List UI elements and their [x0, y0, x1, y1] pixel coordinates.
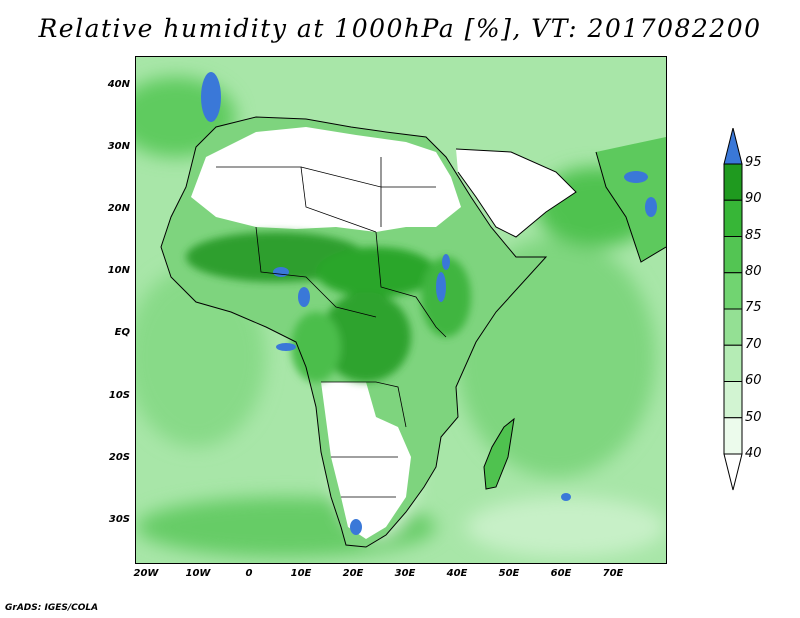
colorbar — [723, 128, 743, 491]
colorbar-label-85: 85 — [745, 228, 762, 243]
humidity-map — [135, 56, 667, 564]
colorbar-box-70 — [723, 344, 743, 382]
lat-label-20s: 20S — [108, 452, 130, 463]
southern-africa-dry-area — [321, 382, 411, 539]
colorbar-label-60: 60 — [745, 373, 762, 388]
humidity-field-svg — [136, 57, 666, 563]
colorbar-box-60 — [723, 381, 743, 419]
colorbar-box-90 — [723, 199, 743, 237]
colorbar-box-50 — [723, 417, 743, 455]
colorbar-boxes — [723, 163, 743, 455]
sahara-dry-area — [191, 127, 461, 232]
lon-label-30e: 30E — [394, 568, 416, 579]
colorbar-label-75: 75 — [745, 300, 762, 315]
lat-label-30n: 30N — [107, 141, 130, 152]
lat-label-10n: 10N — [107, 265, 130, 276]
lon-label-20e: 20E — [342, 568, 364, 579]
colorbar-label-90: 90 — [745, 191, 762, 206]
colorbar-box-95 — [723, 163, 743, 201]
lon-label-70e: 70E — [602, 568, 624, 579]
lat-label-eq: EQ — [114, 327, 130, 338]
credit-text: GrADS: IGES/COLA — [5, 603, 99, 613]
colorbar-label-80: 80 — [745, 264, 762, 279]
lon-label-60e: 60E — [550, 568, 572, 579]
colorbar-label-70: 70 — [745, 337, 762, 352]
colorbar-box-80 — [723, 272, 743, 310]
madagascar-land — [483, 417, 515, 490]
colorbar-box-75 — [723, 308, 743, 346]
country-borders — [216, 157, 447, 498]
colorbar-label-40: 40 — [745, 446, 762, 461]
colorbar-over-arrow — [723, 128, 743, 165]
lon-label-50e: 50E — [498, 568, 520, 579]
lat-label-10s: 10S — [108, 390, 130, 401]
coastlines — [160, 116, 666, 548]
lat-label-40n: 40N — [107, 79, 130, 90]
lon-label-0: 0 — [245, 568, 253, 579]
chart-title: Relative humidity at 1000hPa [%], VT: 20… — [38, 14, 762, 43]
colorbar-under-arrow — [723, 453, 743, 491]
arabia-land — [456, 149, 576, 237]
india-land — [596, 137, 666, 262]
lon-label-10e: 10E — [290, 568, 312, 579]
lat-label-20n: 20N — [107, 203, 130, 214]
lon-label-40e: 40E — [446, 568, 468, 579]
colorbar-label-50: 50 — [745, 410, 762, 425]
colorbar-label-95: 95 — [745, 155, 762, 170]
colorbar-box-85 — [723, 236, 743, 274]
lat-label-30s: 30S — [108, 514, 130, 525]
lon-label-10w: 10W — [185, 568, 211, 579]
sahel-moist-belt — [186, 232, 471, 382]
lon-label-20w: 20W — [133, 568, 159, 579]
